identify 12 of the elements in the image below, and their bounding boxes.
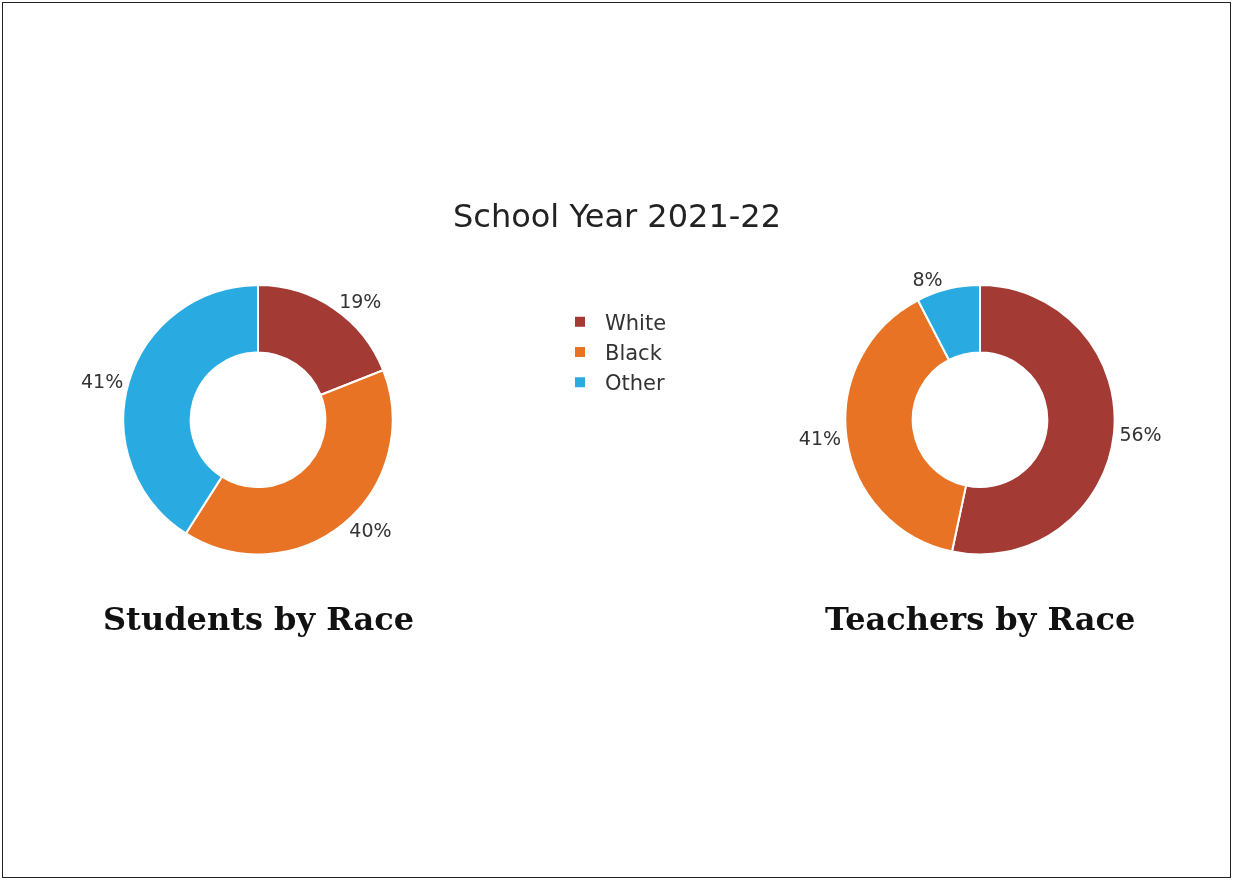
text: Teachers by Race — [825, 600, 1136, 638]
text: School Year 2021-22 — [453, 197, 782, 235]
data-label: 56% — [1119, 422, 1162, 445]
text: Students by Race — [103, 600, 415, 638]
legend-label: White — [605, 310, 667, 335]
legend-label: Black — [605, 341, 663, 366]
legend-label: Other — [605, 371, 665, 396]
data-label: 19% — [339, 289, 382, 312]
data-label: 8% — [912, 267, 943, 290]
data-label: 40% — [349, 519, 392, 542]
data-label: 41% — [798, 427, 842, 450]
data-label: 41% — [80, 370, 124, 393]
